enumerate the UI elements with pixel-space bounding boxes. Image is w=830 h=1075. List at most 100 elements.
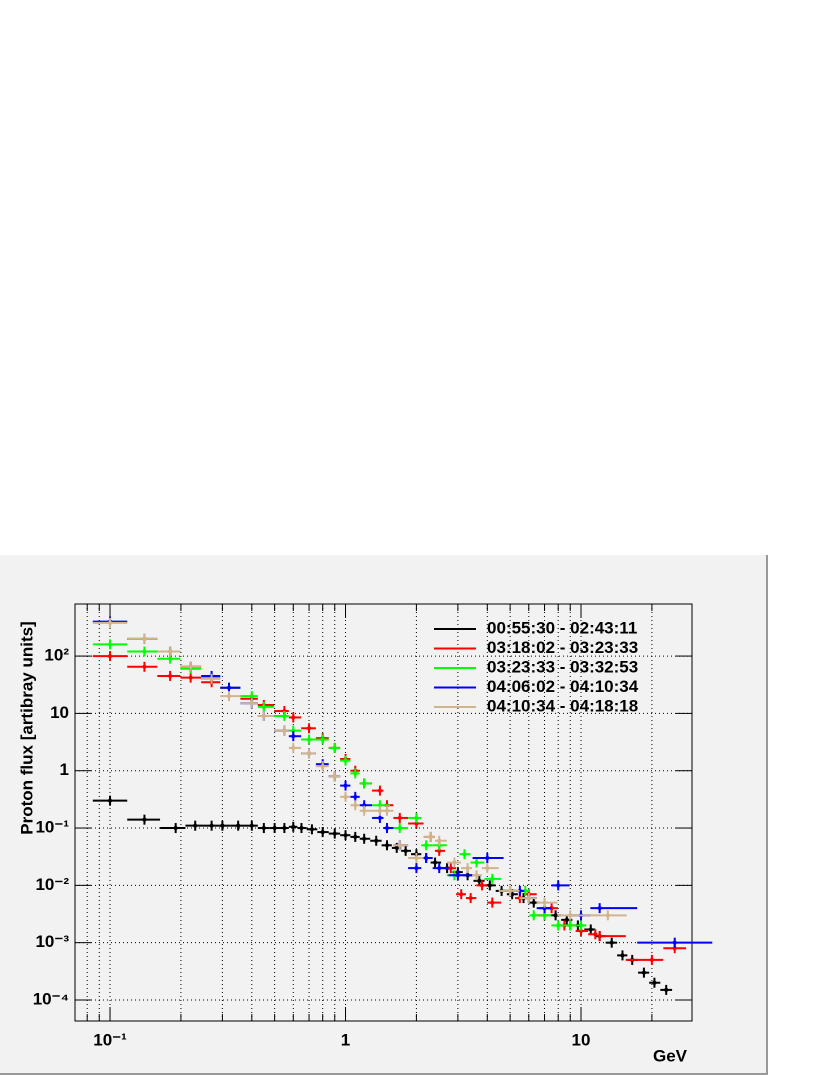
marker (490, 900, 495, 905)
data-point (297, 823, 307, 834)
marker (526, 896, 531, 901)
marker (188, 675, 193, 680)
data-point (340, 830, 351, 841)
y-tick-label: 10⁻¹ (35, 818, 69, 837)
data-point (434, 835, 447, 846)
marker (459, 892, 464, 897)
data-point (288, 731, 302, 742)
data-point (370, 835, 382, 846)
data-point (432, 863, 449, 874)
data-point (575, 920, 587, 931)
marker (374, 838, 379, 843)
x-axis-label: GeV (653, 1046, 688, 1065)
marker (343, 758, 348, 763)
data-point (257, 711, 275, 722)
marker (568, 923, 573, 928)
marker (480, 883, 485, 888)
data-point (201, 673, 221, 684)
marker (320, 737, 325, 742)
marker (332, 745, 337, 750)
data-point (92, 639, 128, 650)
data-point (279, 823, 289, 834)
data-point (588, 929, 598, 940)
marker (142, 817, 147, 822)
marker (474, 873, 479, 878)
data-point (372, 785, 384, 796)
data-point (340, 780, 351, 791)
marker (477, 878, 482, 883)
marker (428, 834, 433, 839)
data-point (244, 820, 258, 831)
marker (362, 808, 367, 813)
data-point (328, 742, 341, 753)
data-point (617, 950, 628, 961)
marker (474, 860, 479, 865)
marker (403, 848, 408, 853)
marker (465, 866, 470, 871)
data-point (393, 840, 409, 851)
data-point (660, 984, 673, 995)
data-point (393, 812, 409, 823)
marker (652, 980, 657, 985)
data-point (408, 853, 424, 864)
marker (664, 987, 669, 992)
data-point (448, 870, 473, 881)
marker (220, 823, 225, 828)
data-point (383, 805, 394, 816)
marker (487, 883, 492, 888)
data-point (465, 893, 477, 904)
data-point (430, 857, 442, 868)
marker (448, 866, 453, 871)
marker (468, 896, 473, 901)
data-point (328, 771, 341, 782)
marker (108, 642, 113, 647)
data-point (340, 791, 351, 802)
marker (282, 728, 287, 733)
data-point (637, 937, 713, 948)
marker (291, 745, 296, 750)
marker (142, 649, 147, 654)
data-point (301, 748, 316, 759)
marker (320, 830, 325, 835)
marker (542, 900, 547, 905)
data-point (589, 910, 627, 921)
data-point (350, 791, 360, 802)
data-point (127, 646, 158, 657)
data-point (472, 870, 482, 881)
data-point (372, 805, 384, 816)
x-tick-label: 10 (572, 1030, 591, 1049)
data-point (359, 805, 373, 816)
frame (74, 603, 693, 1022)
marker (168, 656, 173, 661)
data-point (180, 672, 202, 683)
data-point (487, 897, 502, 908)
data-point (274, 711, 289, 722)
data-point (564, 920, 576, 931)
marker (353, 834, 358, 839)
marker (309, 827, 314, 832)
marker (556, 923, 561, 928)
marker (307, 726, 312, 731)
data-point (461, 863, 473, 874)
data-point (257, 823, 270, 834)
data-point (470, 857, 485, 868)
y-tick-label: 10 (50, 703, 69, 722)
data-point (288, 821, 298, 832)
marker (353, 794, 358, 799)
marker (226, 694, 231, 699)
data-point (551, 880, 570, 891)
data-point (274, 725, 289, 736)
marker (282, 714, 287, 719)
marker (641, 970, 646, 975)
data-point (306, 824, 318, 835)
marker (414, 815, 419, 820)
data-point (536, 897, 558, 908)
data-point (220, 682, 241, 693)
data-point (257, 701, 275, 712)
data-point (92, 617, 128, 628)
data-point (288, 712, 302, 723)
data-point (269, 823, 280, 834)
data-point (476, 880, 488, 891)
marker (588, 927, 593, 932)
